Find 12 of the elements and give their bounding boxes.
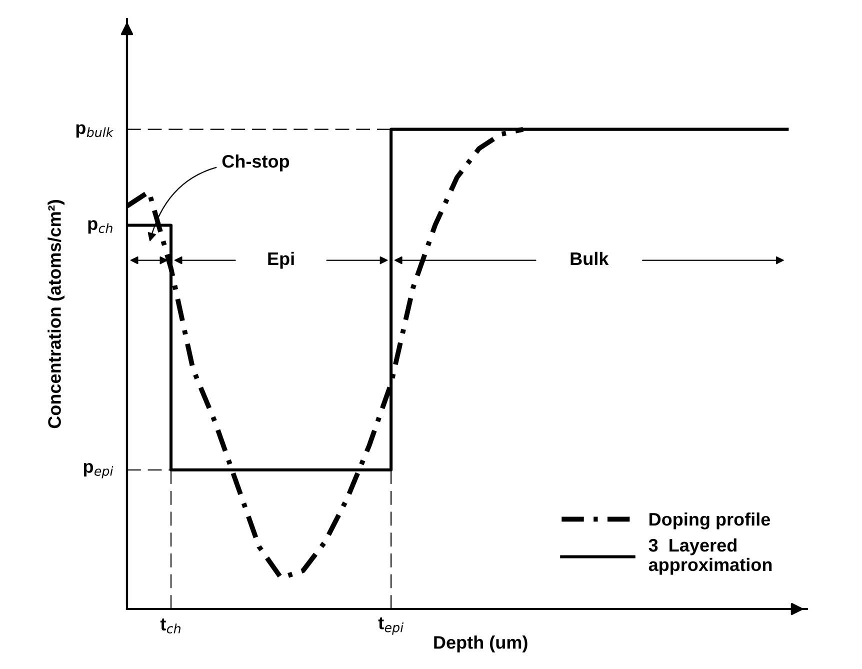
legend-label: 3 Layered approximation: [648, 538, 772, 575]
x-tick-label: t$_{ch}$: [160, 618, 180, 634]
y-axis-title: Concentration (atoms/cm²): [48, 200, 64, 428]
x-tick-label: t$_{epi}$: [378, 617, 404, 635]
ref-line-label: p$_{bulk}$: [76, 124, 114, 138]
annotation: Bulk: [570, 252, 609, 266]
text: p$_{ch}$: [88, 220, 112, 234]
ref-line-label: p$_{epi}$: [84, 462, 114, 478]
x-axis-title: Depth (um): [434, 636, 528, 652]
legend-label: Doping profile: [650, 512, 770, 530]
annotation: Epi: [268, 252, 294, 269]
annotation: Ch-stop: [222, 154, 290, 172]
